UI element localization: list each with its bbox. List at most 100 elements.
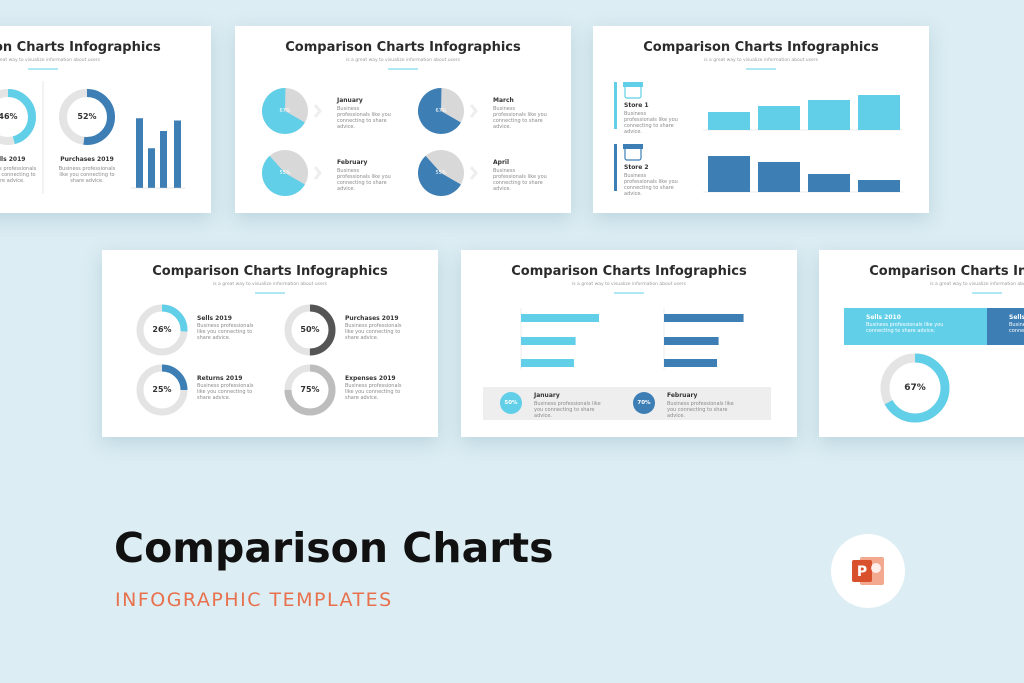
bar: [858, 95, 900, 130]
bar: [521, 314, 599, 322]
pie-slice: [418, 88, 461, 134]
donut-arc: [880, 353, 950, 423]
slide: Comparison Charts Infographics is a great…: [819, 250, 1024, 437]
donut-label: 26%: [152, 325, 172, 335]
bar: [521, 337, 576, 345]
bar: [174, 120, 181, 188]
banner: [844, 308, 987, 345]
description: Business professionals like you connecti…: [197, 383, 254, 401]
item-name: January: [534, 392, 560, 399]
badge: [500, 392, 522, 414]
slide-graphics: [483, 292, 771, 420]
footer-subtitle: INFOGRAPHIC TEMPLATES: [115, 589, 393, 611]
pie-slice: [262, 155, 305, 196]
pie-label: 67%: [279, 108, 291, 114]
store-icon-awning: [623, 144, 643, 149]
accent-bar: [614, 82, 617, 129]
bar: [808, 100, 850, 130]
slide-subtitle: is a great way to visualize information …: [213, 282, 327, 287]
bar: [758, 162, 800, 192]
description: Business professionals like you connecti…: [534, 401, 601, 419]
item-name: Returns 2019: [197, 375, 243, 382]
chevron: [313, 104, 322, 118]
donut-arc: [136, 304, 188, 356]
badge: [633, 392, 655, 414]
bar: [708, 112, 750, 130]
slide: Comparison Charts Infographics is a great…: [461, 250, 797, 437]
badge-label: 50%: [504, 400, 518, 406]
item-name: January: [337, 97, 363, 104]
item-name: Sells 2019: [0, 156, 26, 163]
description: Business professionals like you connecti…: [58, 166, 116, 184]
accent-bar: [614, 144, 617, 191]
bar: [758, 106, 800, 130]
slide-graphics: [136, 292, 336, 416]
donut-arc: [0, 89, 36, 145]
description: Business professionals like you connecti…: [624, 111, 678, 135]
bar: [160, 131, 167, 188]
store-icon-awning: [623, 82, 643, 87]
footer-title: Comparison Charts: [114, 524, 554, 572]
pie-label: 55%: [279, 170, 291, 176]
slide-graphics: [614, 68, 903, 193]
bar: [808, 174, 850, 192]
description: Business professionals like you connecti…: [337, 168, 391, 192]
slide: Comparison Charts Infographics is a great…: [235, 26, 571, 213]
item-name: Purchases 2019: [345, 315, 399, 322]
chevron: [469, 166, 478, 180]
slide-title: Comparison Charts Infographics: [869, 264, 1024, 279]
slide: Comparison Charts Infographics is a great…: [0, 26, 211, 213]
slide: Comparison Charts Infographics is a great…: [102, 250, 438, 437]
bar: [664, 359, 718, 367]
slide-graphics: [844, 292, 1024, 423]
description: Business professionals like you connecti…: [345, 323, 402, 341]
slide-subtitle: is a great way to visualize information …: [704, 58, 818, 63]
pie-label: 67%: [435, 108, 447, 114]
badge-label: 70%: [637, 400, 651, 406]
description: Business professionals like you connecti…: [0, 166, 37, 184]
item-name: March: [493, 97, 514, 104]
donut-label: 52%: [77, 112, 97, 122]
bar: [664, 337, 719, 345]
bar: [148, 148, 155, 188]
store-name: Store 1: [624, 102, 649, 109]
item-name: February: [337, 159, 368, 166]
donut-arc: [284, 304, 336, 356]
banner-name: Sells 2010: [866, 314, 901, 321]
donut-arc: [136, 364, 188, 416]
powerpoint-icon: P: [831, 534, 905, 608]
slide-title: Comparison Charts Infographics: [643, 40, 879, 55]
donut-label: 75%: [300, 385, 320, 395]
description: Business professionals like you connecti…: [493, 168, 547, 192]
description: Business professionals like you connecti…: [337, 106, 391, 130]
svg-text:P: P: [857, 564, 867, 580]
slide-title: Comparison Charts Infographics: [285, 40, 521, 55]
donut-label: 46%: [0, 112, 18, 122]
description: Business professionals like you connecti…: [667, 401, 734, 419]
store-name: Store 2: [624, 164, 649, 171]
slide-subtitle: is a great way to visualize information …: [346, 58, 460, 63]
donut-arc: [59, 89, 115, 145]
description: Business professionals like you connecti…: [1009, 322, 1024, 334]
item-name: Sells 2019: [197, 315, 232, 322]
description: Business professionals like you connecti…: [866, 322, 944, 334]
donut-label: 25%: [152, 385, 172, 395]
description: Business professionals like you connecti…: [197, 323, 254, 341]
chevron: [313, 166, 322, 180]
banner: [987, 308, 1024, 345]
description: Business professionals like you connecti…: [493, 106, 547, 130]
description: Business professionals like you connecti…: [624, 173, 678, 197]
slide-graphics: [0, 68, 185, 194]
pie-label: 55%: [435, 170, 447, 176]
donut-label: 50%: [300, 325, 320, 335]
slide-subtitle: is a great way to visualize information …: [572, 282, 686, 287]
bar: [136, 118, 143, 188]
item-name: Expenses 2019: [345, 375, 396, 382]
slide: Comparison Charts Infographics is a great…: [593, 26, 929, 213]
slide-subtitle: is a great way to visualize information …: [0, 58, 100, 63]
item-name: February: [667, 392, 698, 399]
slide-title: Comparison Charts Infographics: [0, 40, 161, 55]
description: Business professionals like you connecti…: [345, 383, 402, 401]
bar: [858, 180, 900, 192]
